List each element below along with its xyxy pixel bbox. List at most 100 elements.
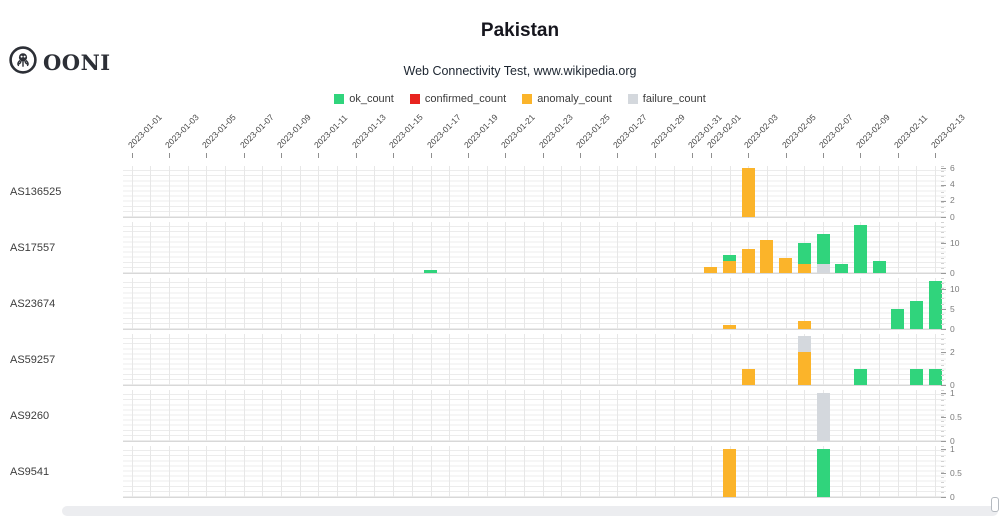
- bar-segment-anomaly[interactable]: [723, 261, 737, 273]
- gridline: [168, 278, 170, 329]
- bar-segment-ok[interactable]: [797, 243, 811, 264]
- bar-segment-ok[interactable]: [723, 255, 737, 261]
- bar-segment-ok[interactable]: [872, 261, 886, 273]
- gridline: [430, 446, 432, 497]
- y-axis-minor-tick: [941, 420, 944, 422]
- gridline: [243, 278, 245, 329]
- gridline: [262, 446, 264, 497]
- chart-legend: ok_count confirmed_count anomaly_count fail…: [40, 93, 1000, 105]
- y-axis-minor-tick: [941, 374, 944, 376]
- gridline: [710, 446, 712, 497]
- gridline: [243, 446, 245, 497]
- bar-segment-anomaly[interactable]: [797, 352, 811, 385]
- bar-segment-anomaly[interactable]: [797, 321, 811, 329]
- legend-item-confirmed_count[interactable]: confirmed_count: [409, 93, 506, 105]
- bar-segment-anomaly[interactable]: [723, 325, 737, 329]
- gridline: [916, 446, 918, 497]
- x-axis-tick-label: 2023-01-09: [274, 112, 313, 150]
- gridline: [860, 278, 862, 329]
- y-axis-tick-label: 1: [950, 387, 955, 398]
- ooni-logo[interactable]: OONI: [8, 45, 111, 80]
- bar-segment-anomaly[interactable]: [704, 267, 718, 273]
- bar-segment-anomaly[interactable]: [797, 264, 811, 273]
- gridline: [131, 390, 133, 441]
- y-axis-minor-tick: [941, 227, 944, 229]
- gridline: [355, 390, 357, 441]
- y-axis-minor-tick: [941, 491, 944, 493]
- gridline: [337, 446, 339, 497]
- bar-segment-anomaly[interactable]: [741, 168, 755, 217]
- bar-segment-ok[interactable]: [835, 264, 849, 273]
- y-axis-minor-tick: [941, 211, 944, 213]
- gridline: [617, 334, 619, 385]
- gridline: [598, 222, 600, 273]
- gridline: [486, 278, 488, 329]
- y-axis-tick-label: 10: [950, 283, 960, 294]
- gridline: [710, 334, 712, 385]
- gridline: [916, 334, 918, 385]
- gridline: [580, 334, 582, 385]
- bar-segment-anomaly[interactable]: [760, 240, 774, 273]
- gridline: [692, 334, 694, 385]
- bar-segment-ok[interactable]: [909, 301, 923, 329]
- gridline: [897, 166, 899, 217]
- facet-label: AS59257: [10, 353, 56, 366]
- gridline: [804, 446, 806, 497]
- vertical-scrollbar-thumb[interactable]: [991, 497, 999, 512]
- y-axis-minor-tick: [941, 262, 944, 264]
- y-axis-minor-tick: [941, 298, 944, 300]
- y-axis-tick-label: 0.5: [950, 411, 962, 422]
- bar-segment-anomaly[interactable]: [723, 449, 737, 497]
- y-axis-minor-tick: [941, 222, 944, 223]
- legend-item-anomaly_count[interactable]: anomaly_count: [522, 93, 612, 105]
- bar-segment-ok[interactable]: [928, 368, 942, 385]
- y-axis-minor-tick: [941, 191, 944, 193]
- y-axis-tick-label: 0: [950, 323, 955, 334]
- bar-segment-ok[interactable]: [853, 225, 867, 273]
- bar-segment-ok[interactable]: [816, 234, 830, 264]
- bar-segment-ok[interactable]: [928, 281, 942, 329]
- legend-item-failure_count[interactable]: failure_count: [627, 93, 706, 105]
- bar-segment-ok[interactable]: [424, 270, 438, 273]
- gridline: [337, 222, 339, 273]
- bar-segment-ok[interactable]: [891, 309, 905, 329]
- gridline: [897, 222, 899, 273]
- bar-segment-ok[interactable]: [909, 368, 923, 385]
- gridline: [692, 446, 694, 497]
- gridline: [168, 334, 170, 385]
- bar-segment-ok[interactable]: [853, 368, 867, 385]
- y-axis-tick: [941, 273, 946, 274]
- x-axis-tick: [430, 153, 432, 158]
- bar-segment-failure[interactable]: [816, 264, 830, 273]
- x-axis-tick-label: 2023-01-03: [162, 112, 201, 150]
- gridline: [748, 390, 750, 441]
- gridline: [598, 390, 600, 441]
- gridline: [766, 334, 768, 385]
- y-axis-minor-tick: [941, 476, 944, 478]
- gridline: [710, 222, 712, 273]
- gridline: [187, 334, 189, 385]
- bar-segment-failure[interactable]: [816, 393, 830, 441]
- gridline: [580, 166, 582, 217]
- gridline: [355, 334, 357, 385]
- gridline: [879, 334, 881, 385]
- legend-label: failure_count: [642, 93, 706, 105]
- gridline: [411, 222, 413, 273]
- gridline: [692, 222, 694, 273]
- horizontal-scrollbar[interactable]: [62, 506, 998, 516]
- gridline: [374, 390, 376, 441]
- gridline: [617, 166, 619, 217]
- legend-item-ok_count[interactable]: ok_count: [334, 93, 394, 105]
- gridline: [916, 166, 918, 217]
- y-axis-minor-tick: [941, 339, 944, 341]
- bar-segment-ok[interactable]: [816, 449, 830, 497]
- bar-segment-failure[interactable]: [797, 335, 811, 353]
- bar-segment-anomaly[interactable]: [741, 368, 755, 385]
- gridline: [598, 446, 600, 497]
- bar-segment-anomaly[interactable]: [779, 258, 793, 273]
- y-axis-minor-tick: [941, 405, 944, 407]
- gridline: [224, 166, 226, 217]
- y-axis-tick-label: 0: [950, 379, 955, 390]
- bar-segment-anomaly[interactable]: [741, 249, 755, 273]
- gridline: [692, 390, 694, 441]
